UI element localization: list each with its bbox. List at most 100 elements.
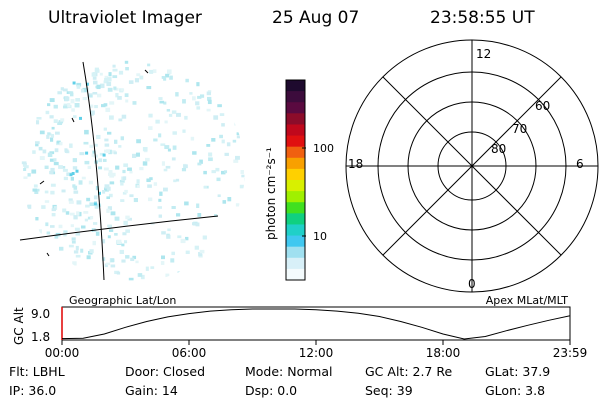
emission-pixel <box>49 115 54 119</box>
info-field: Seq: 39 <box>365 383 413 398</box>
emission-pixel <box>149 69 154 74</box>
emission-pixel <box>235 155 240 160</box>
emission-pixel <box>85 151 89 155</box>
emission-pixel <box>109 229 114 232</box>
emission-pixel <box>203 186 207 189</box>
emission-pixel <box>75 169 79 173</box>
emission-pixel <box>89 104 94 108</box>
info-field: Gain: 14 <box>125 383 178 398</box>
emission-pixel <box>125 67 129 71</box>
emission-pixel <box>93 143 98 147</box>
emission-pixel <box>93 195 98 200</box>
colorbar-frame <box>285 79 306 281</box>
emission-pixel <box>74 227 80 231</box>
emission-pixel <box>84 160 90 165</box>
emission-pixel <box>124 189 128 194</box>
colorbar-segment <box>286 202 305 214</box>
emission-pixel <box>63 230 68 234</box>
emission-pixel <box>59 141 63 146</box>
emission-pixel <box>157 206 162 209</box>
emission-pixel <box>124 93 129 98</box>
emission-pixel <box>89 202 95 207</box>
emission-pixel <box>118 145 122 148</box>
colorbar-segment <box>286 268 305 281</box>
xtick-label: 00:00 <box>45 346 80 360</box>
emission-pixel <box>120 181 124 186</box>
emission-pixel <box>165 273 170 278</box>
emission-pixel <box>168 113 173 117</box>
emission-pixel <box>150 266 155 269</box>
emission-pixel <box>62 168 68 172</box>
emission-pixel <box>106 149 110 154</box>
emission-pixel <box>197 213 202 217</box>
emission-pixel <box>92 240 96 246</box>
emission-pixel <box>75 245 79 251</box>
emission-pixel <box>160 261 165 265</box>
emission-pixel <box>102 153 106 157</box>
right-map-label: Apex MLat/MLT <box>486 294 569 307</box>
emission-pixel <box>190 136 195 141</box>
emission-pixel <box>130 257 135 262</box>
emission-pixel <box>199 159 203 164</box>
emission-pixel <box>35 217 39 221</box>
emission-pixel <box>86 197 91 202</box>
emission-pixel <box>163 168 168 172</box>
emission-pixel <box>211 170 216 174</box>
emission-pixel <box>140 274 145 280</box>
emission-pixel <box>103 127 107 131</box>
emission-pixel <box>103 80 109 84</box>
emission-pixel <box>146 86 152 90</box>
emission-pixel <box>185 236 189 241</box>
emission-pixel <box>78 180 83 185</box>
emission-pixel <box>102 190 106 194</box>
emission-pixel <box>124 240 128 244</box>
colorbar-segment <box>286 257 305 270</box>
emission-pixel <box>93 80 98 85</box>
emission-pixel <box>75 254 81 258</box>
emission-pixel <box>142 161 148 166</box>
emission-pixel <box>197 95 202 99</box>
emission-pixel <box>68 198 73 202</box>
emission-pixel <box>129 170 133 174</box>
emission-pixel <box>192 96 196 101</box>
emission-pixel <box>53 206 58 210</box>
polar-grid <box>345 39 599 293</box>
emission-pixel <box>142 147 148 152</box>
emission-pixel <box>44 190 49 194</box>
emission-pixel <box>152 69 157 74</box>
emission-pixel <box>159 100 165 104</box>
emission-pixel <box>239 184 245 189</box>
emission-pixel <box>91 72 97 77</box>
emission-pixel <box>185 250 190 255</box>
emission-pixel <box>60 118 65 122</box>
emission-pixel <box>114 270 120 275</box>
emission-pixel <box>206 108 211 112</box>
colorbar-segment <box>286 246 305 259</box>
emission-pixel <box>106 81 112 87</box>
emission-pixel <box>114 139 118 144</box>
emission-pixel <box>83 211 89 214</box>
colorbar-segment <box>286 235 305 248</box>
emission-pixel <box>92 76 97 80</box>
emission-pixel <box>175 92 179 97</box>
emission-pixel <box>75 232 81 236</box>
emission-pixel <box>196 82 200 87</box>
emission-pixel <box>112 75 118 79</box>
emission-pixel <box>198 252 203 257</box>
info-field: IP: 36.0 <box>9 383 57 398</box>
emission-pixel <box>63 103 69 107</box>
emission-pixel <box>38 146 43 151</box>
emission-pixel <box>50 225 55 228</box>
date-label: 25 Aug 07 <box>272 8 360 28</box>
emission-pixel <box>63 176 68 181</box>
emission-pixel <box>38 229 42 234</box>
emission-pixel <box>216 177 221 182</box>
colorbar-segment <box>286 102 305 114</box>
emission-pixel <box>49 158 55 162</box>
emission-pixel <box>195 222 200 227</box>
emission-pixel <box>51 208 56 212</box>
emission-pixel <box>226 142 231 147</box>
emission-pixel <box>27 204 32 209</box>
emission-pixel <box>158 97 163 101</box>
info-field: GLon: 3.8 <box>485 383 546 398</box>
